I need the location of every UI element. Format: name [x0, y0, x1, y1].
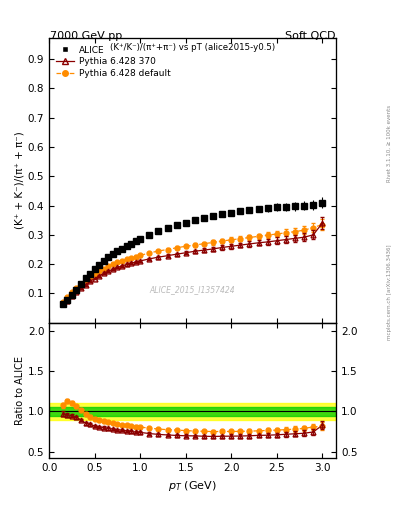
Text: 7000 GeV pp: 7000 GeV pp [50, 31, 122, 41]
Y-axis label: Ratio to ALICE: Ratio to ALICE [15, 356, 25, 425]
Text: (K⁺/K⁻)/(π⁺+π⁻) vs pT (alice2015-y0.5): (K⁺/K⁻)/(π⁺+π⁻) vs pT (alice2015-y0.5) [110, 42, 275, 52]
Text: Rivet 3.1.10, ≥ 100k events: Rivet 3.1.10, ≥ 100k events [387, 105, 391, 182]
Bar [49, 403, 336, 419]
Text: Soft QCD: Soft QCD [285, 31, 335, 41]
Y-axis label: (K⁺ + K⁻)/(π⁺ + π⁻): (K⁺ + K⁻)/(π⁺ + π⁻) [15, 132, 25, 229]
Text: mcplots.cern.ch [arXiv:1306.3436]: mcplots.cern.ch [arXiv:1306.3436] [387, 244, 391, 339]
Bar [49, 408, 336, 416]
X-axis label: $p_{T}$ (GeV): $p_{T}$ (GeV) [168, 479, 217, 493]
Legend: ALICE, Pythia 6.428 370, Pythia 6.428 default: ALICE, Pythia 6.428 370, Pythia 6.428 de… [53, 43, 173, 81]
Text: ALICE_2015_I1357424: ALICE_2015_I1357424 [150, 285, 235, 294]
